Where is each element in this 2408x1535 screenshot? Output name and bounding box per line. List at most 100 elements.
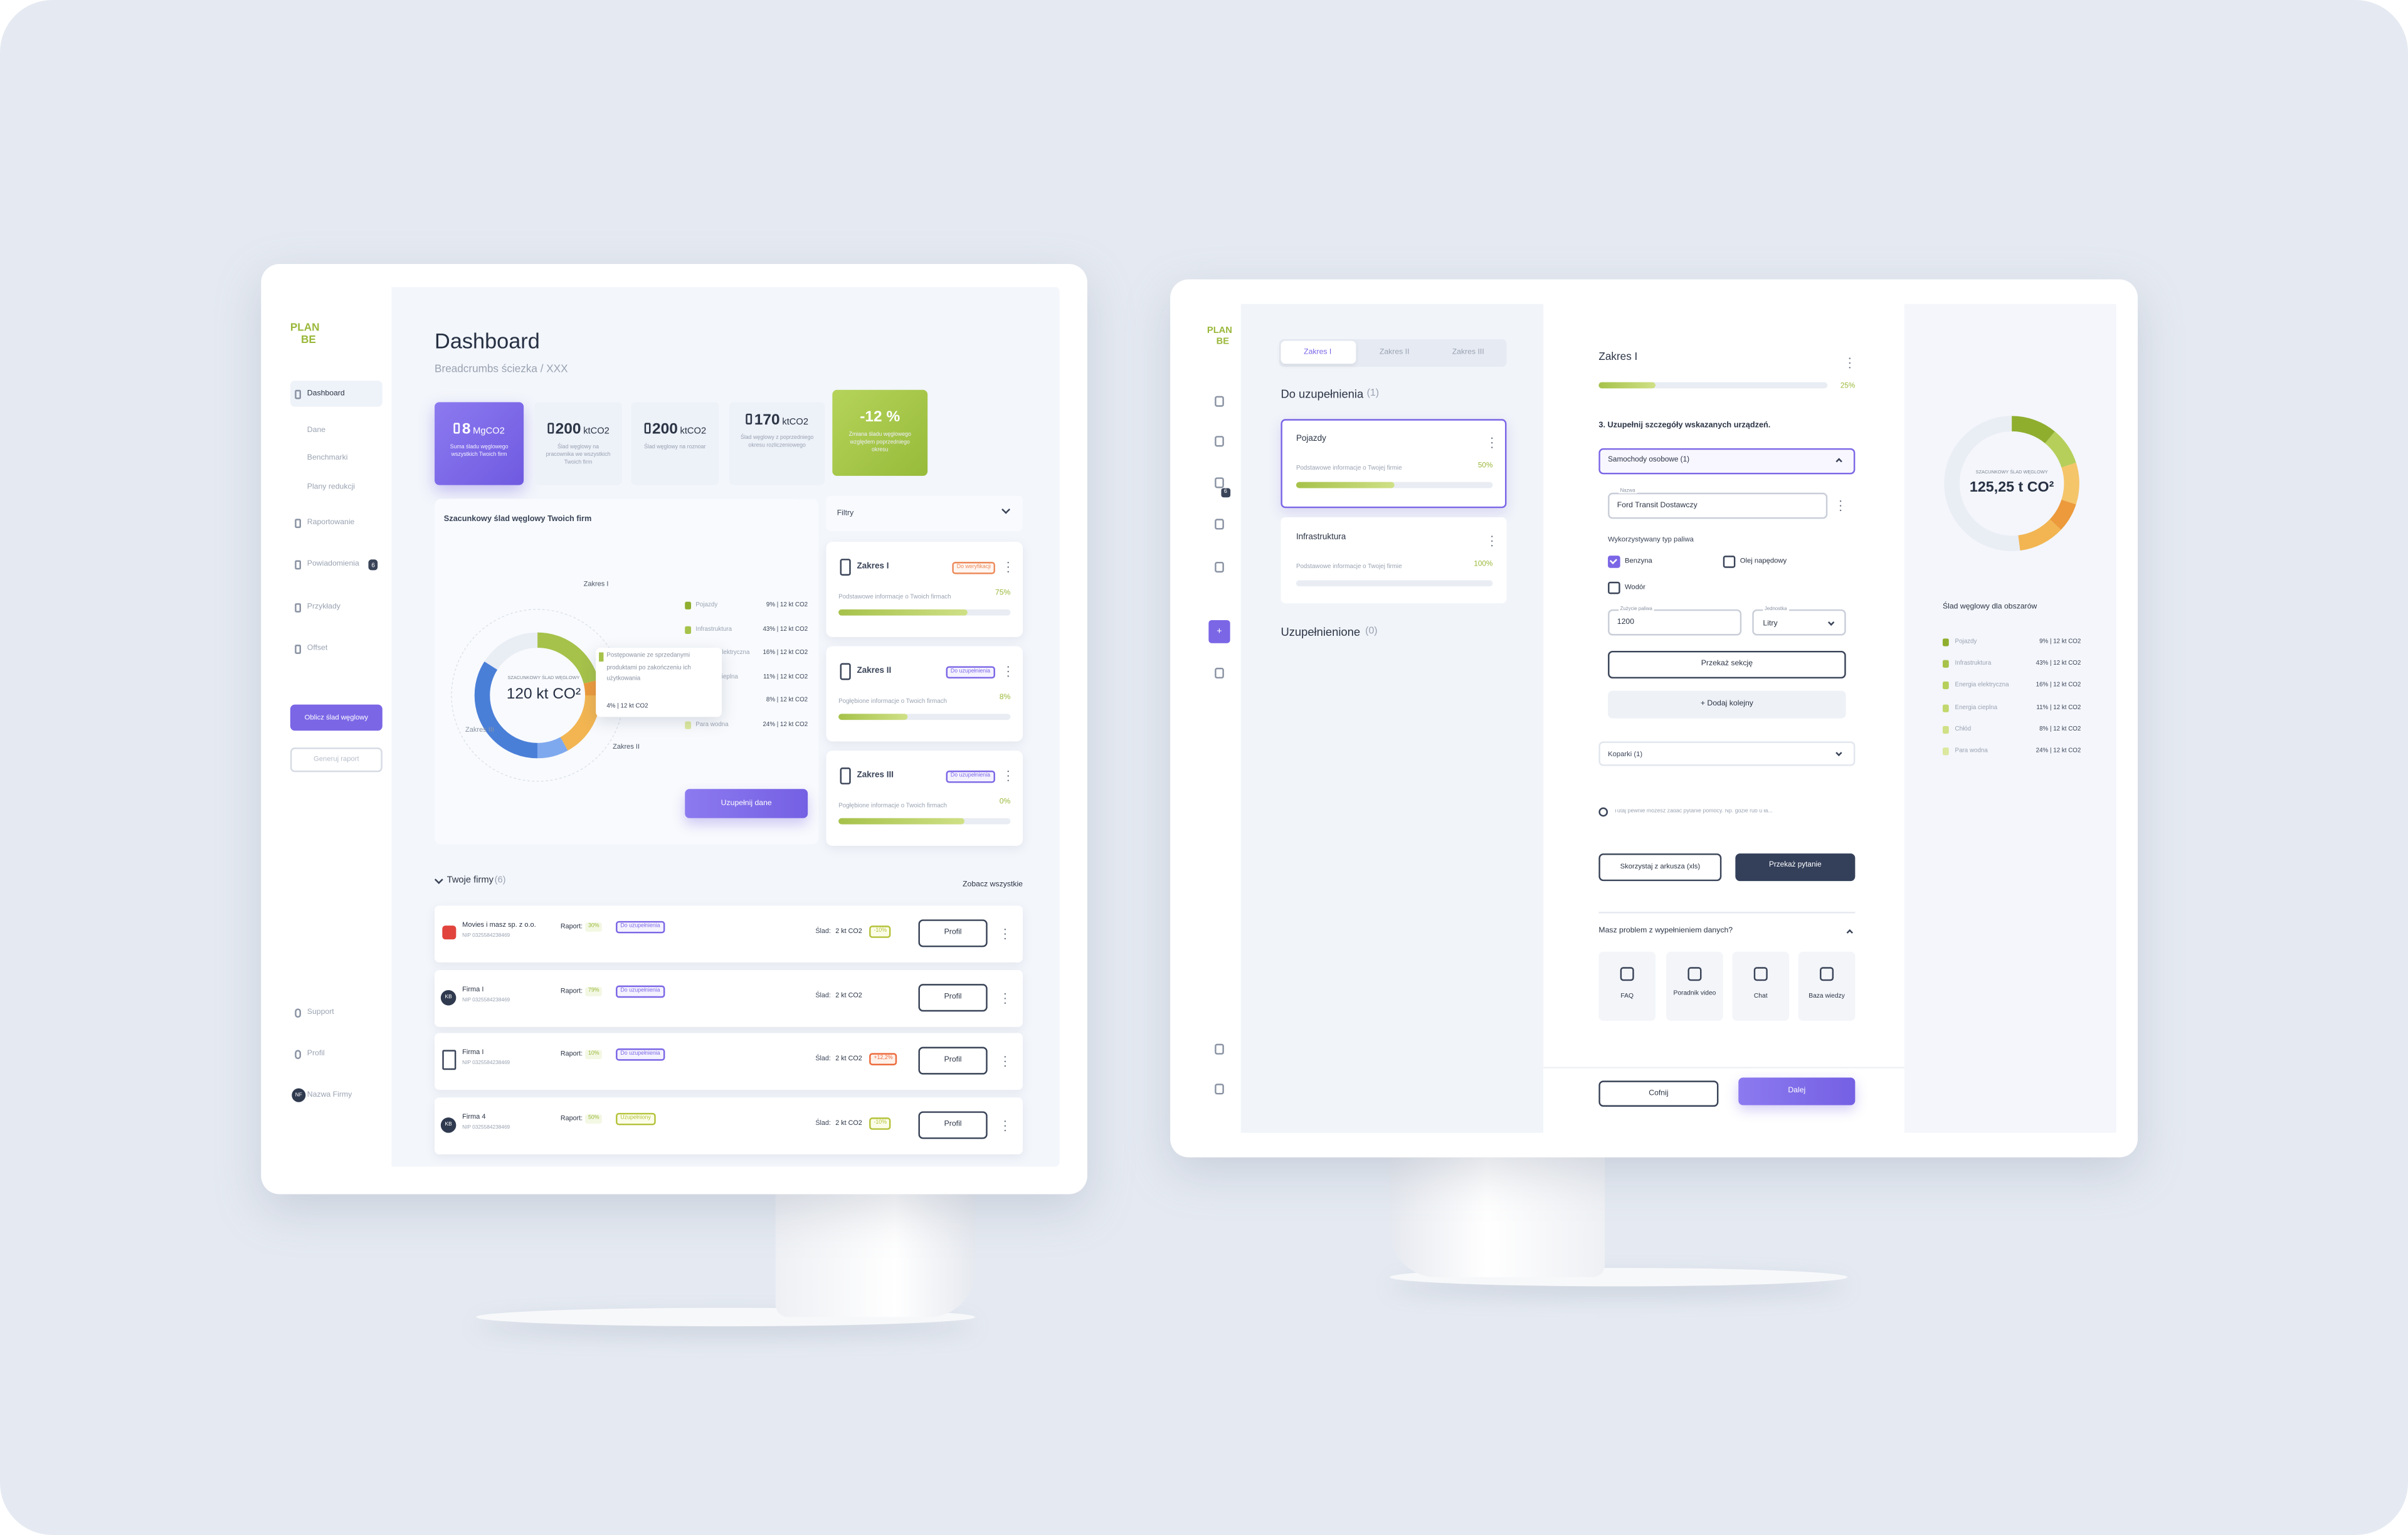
help-tile[interactable] bbox=[1598, 951, 1656, 1021]
submit-section-button[interactable] bbox=[1608, 650, 1846, 679]
nav-icon[interactable] bbox=[1215, 667, 1224, 678]
text-input[interactable] bbox=[1608, 492, 1828, 519]
footprint-value: 2 kt CO2 bbox=[835, 1054, 862, 1062]
help-icon bbox=[1598, 807, 1608, 817]
nav-icon[interactable] bbox=[1215, 395, 1224, 406]
legend-value: 16% | 12 kt CO2 bbox=[763, 648, 808, 656]
scope-title: Zakres I bbox=[857, 562, 889, 572]
profile-button[interactable] bbox=[918, 984, 988, 1012]
status-badge: Uzupełniony bbox=[616, 1112, 656, 1126]
dot bbox=[1004, 1056, 1007, 1058]
stat-value-row: 200 ktCO2 bbox=[547, 421, 610, 438]
nav-item[interactable]: Przykłady bbox=[307, 602, 341, 612]
more-menu[interactable] bbox=[1839, 500, 1843, 513]
back-button[interactable] bbox=[1598, 1080, 1719, 1107]
checkbox[interactable] bbox=[1608, 556, 1620, 567]
section-select[interactable] bbox=[1598, 448, 1856, 475]
more-menu[interactable] bbox=[1491, 437, 1494, 450]
nav-item[interactable]: Dashboard bbox=[307, 389, 345, 399]
more-menu[interactable] bbox=[1007, 561, 1011, 574]
checkbox[interactable] bbox=[1723, 556, 1735, 567]
tab-active[interactable] bbox=[1281, 340, 1356, 364]
ask-button[interactable] bbox=[1735, 853, 1856, 882]
section-select[interactable] bbox=[1598, 741, 1856, 766]
nav-item[interactable]: Profil bbox=[307, 1049, 325, 1058]
legend-swatch bbox=[1942, 680, 1949, 688]
next-button[interactable] bbox=[1738, 1077, 1856, 1105]
nav-item[interactable]: Plany redukcji bbox=[307, 482, 356, 492]
more-menu[interactable] bbox=[1491, 535, 1494, 548]
firm-nip: NIP 0325584238469 bbox=[462, 932, 510, 939]
nav-icon[interactable] bbox=[1215, 477, 1224, 488]
stat-description: Ślad węglowy na pracownika we wszystkich… bbox=[546, 443, 611, 466]
help-tile[interactable] bbox=[1798, 951, 1856, 1021]
stat-description: Ślad węglowy na roznoar bbox=[644, 443, 706, 450]
nav-item[interactable]: Powiadomienia bbox=[307, 559, 359, 569]
stat-unit: ktCO2 bbox=[680, 427, 707, 437]
text-input[interactable] bbox=[1608, 609, 1742, 636]
nav-icon[interactable] bbox=[1215, 1083, 1224, 1094]
nav-item: Nazwa Firmy bbox=[307, 1090, 352, 1100]
tab[interactable]: Zakres II bbox=[1379, 347, 1410, 356]
tab[interactable]: Zakres I bbox=[1304, 347, 1332, 356]
section-count: (1) bbox=[1366, 388, 1380, 399]
legend-swatch bbox=[1942, 659, 1949, 667]
more-menu[interactable] bbox=[1004, 929, 1008, 941]
dot bbox=[1004, 1121, 1007, 1123]
logo: PLAN bbox=[290, 323, 320, 334]
dot bbox=[1491, 446, 1494, 449]
nav-icon[interactable] bbox=[1215, 435, 1224, 446]
category-card[interactable] bbox=[1281, 517, 1507, 604]
nav-item[interactable]: Raportowanie bbox=[307, 518, 355, 527]
more-menu[interactable] bbox=[1007, 770, 1011, 783]
legend-label: Para wodna bbox=[1955, 746, 1988, 754]
nav-item[interactable]: Support bbox=[307, 1008, 334, 1017]
legend-swatch bbox=[685, 625, 692, 633]
scope-icon bbox=[840, 559, 851, 576]
scope-description: Pogłębione informacje o Twoich firmach bbox=[838, 801, 948, 810]
input-label: Jednostka bbox=[1763, 606, 1788, 612]
nav-item[interactable]: Benchmarki bbox=[307, 453, 348, 463]
notification-badge: 6 bbox=[1221, 488, 1230, 498]
primary-button[interactable] bbox=[290, 704, 383, 731]
button-label: Skorzystaj z arkusza (xls) bbox=[1620, 862, 1701, 870]
dot bbox=[1491, 535, 1494, 538]
tab[interactable]: Zakres III bbox=[1452, 347, 1484, 356]
legend-swatch bbox=[1942, 704, 1949, 712]
more-menu[interactable] bbox=[1004, 1056, 1008, 1068]
more-menu[interactable] bbox=[1849, 357, 1852, 370]
category-card[interactable] bbox=[1281, 419, 1507, 509]
see-all-link[interactable]: Zobacz wszystkie bbox=[963, 880, 1023, 890]
dot bbox=[1007, 571, 1010, 574]
add-another-button[interactable] bbox=[1608, 690, 1846, 719]
profile-button[interactable] bbox=[918, 1047, 988, 1075]
fill-data-button[interactable] bbox=[685, 789, 808, 818]
profile-button[interactable] bbox=[918, 919, 988, 947]
nav-active[interactable] bbox=[290, 381, 383, 407]
page-title: Dashboard bbox=[435, 328, 540, 354]
filters-bar[interactable] bbox=[826, 495, 1023, 532]
sheet-button[interactable] bbox=[1598, 853, 1722, 882]
help-tile[interactable] bbox=[1666, 951, 1723, 1021]
profile-button[interactable] bbox=[918, 1111, 988, 1139]
nav-item[interactable]: Offset bbox=[307, 643, 328, 653]
add-button[interactable] bbox=[1208, 620, 1230, 643]
stat-unit: ktCO2 bbox=[583, 427, 610, 437]
more-menu[interactable] bbox=[1004, 1121, 1008, 1133]
firm-avatar bbox=[440, 989, 457, 1006]
help-tile[interactable] bbox=[1732, 951, 1790, 1021]
nav-icon[interactable] bbox=[1215, 518, 1224, 529]
report-badge: 50% bbox=[585, 1114, 603, 1124]
more-menu[interactable] bbox=[1007, 666, 1011, 678]
secondary-button[interactable] bbox=[290, 747, 383, 773]
checkbox[interactable] bbox=[1608, 582, 1620, 594]
summary-donut bbox=[1944, 416, 2079, 551]
nav-icon[interactable] bbox=[1215, 1043, 1224, 1054]
more-menu[interactable] bbox=[1004, 993, 1008, 1006]
nav-icon[interactable] bbox=[1215, 561, 1224, 572]
legend-label: Para wodna bbox=[695, 720, 729, 728]
nav-item[interactable]: Dane bbox=[307, 426, 326, 436]
input-value: 1200 bbox=[1617, 618, 1635, 628]
firm-name: Firma I bbox=[462, 985, 484, 993]
select-input[interactable] bbox=[1752, 609, 1846, 636]
